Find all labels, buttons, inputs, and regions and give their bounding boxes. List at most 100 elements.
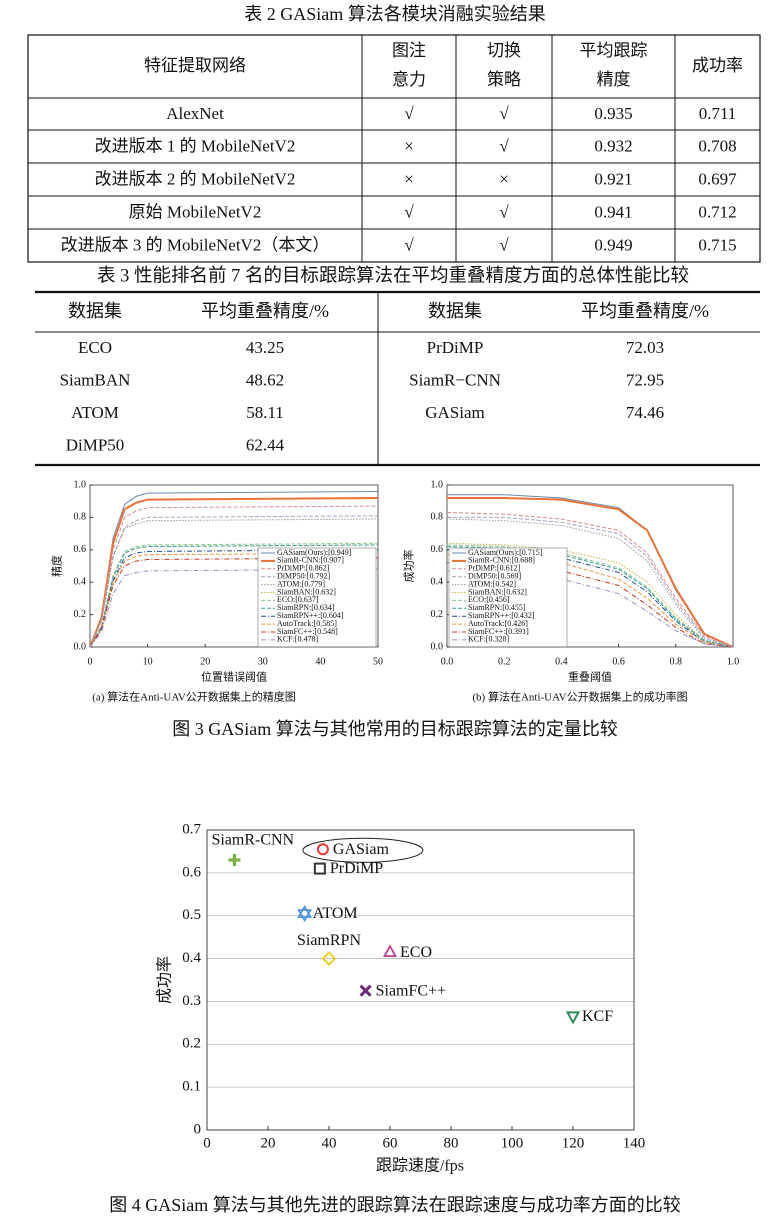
data-line: [446, 542, 734, 648]
plot-frame: [446, 484, 734, 648]
x-tick-label: 100: [501, 1135, 524, 1151]
x-tick-label: 20: [261, 1135, 276, 1151]
point-label: ECO: [400, 944, 432, 961]
marker-shape: [316, 843, 329, 856]
x-tick-label: 0: [203, 1135, 211, 1151]
figure-caption: (a) 算法在Anti-UAV公开数据集上的精度图: [92, 690, 296, 704]
table-cell: 58.11: [246, 403, 284, 422]
legend-label: SiamBAN:[0.632]: [468, 587, 527, 596]
table-header: 平均重叠精度/%: [581, 301, 709, 321]
marker-shape: [565, 1011, 581, 1025]
y-tick-label: 0.5: [182, 907, 201, 923]
point-label: SiamR-CNN: [211, 832, 294, 849]
legend-label: SiamR-CNN:[0.907]: [277, 556, 344, 565]
marker-shape: [382, 944, 398, 958]
table-title: 表 2 GASiam 算法各模块消融实验结果: [244, 4, 546, 24]
legend-label: SiamR-CNN:[0.688]: [468, 556, 535, 565]
legend-label: SiamRPN:[0.634]: [277, 603, 335, 612]
y-tick-label: 0.7: [182, 821, 201, 837]
table-header: 特征提取网络: [144, 56, 246, 75]
data-line: [446, 562, 734, 648]
y-tick-label: 0.0: [74, 641, 87, 652]
y-tick-label: 0.4: [182, 950, 201, 966]
table-header: 策略: [487, 70, 521, 89]
y-tick-label: 1.0: [74, 479, 87, 490]
table-cell: 改进版本 1 的 MobileNetV2: [95, 136, 296, 155]
legend-label: SiamFC++:[0.548]: [277, 627, 338, 636]
x-tick-label: 0.0: [441, 656, 454, 667]
marker-shape: [313, 862, 326, 875]
marker-shape: [359, 984, 372, 997]
data-line: [89, 515, 379, 648]
table-cell: 改进版本 2 的 MobileNetV2: [95, 169, 296, 188]
y-tick-label: 0.8: [74, 512, 87, 523]
legend-label: SiamRPN++:[0.432]: [468, 611, 535, 620]
legend-label: DiMP50:[0.569]: [468, 572, 521, 581]
legend-label: ATOM:[0.779]: [277, 579, 325, 588]
table-cell: 62.44: [246, 435, 285, 454]
marker-shape: [297, 904, 312, 923]
data-line: [89, 568, 379, 648]
point-label: PrDiMP: [330, 860, 383, 877]
table-cell: 0.935: [594, 104, 632, 123]
table-cell: 48.62: [246, 370, 284, 389]
y-tick-label: 0.6: [74, 544, 87, 555]
x-tick-label: 20: [200, 656, 210, 667]
x-tick-label: 80: [444, 1135, 459, 1151]
legend-label: KCF:[0.478]: [277, 635, 318, 644]
data-line: [89, 505, 379, 648]
table-cell: PrDiMP: [427, 338, 484, 357]
table-cell: 0.715: [698, 235, 736, 254]
highlight-ellipse: [302, 837, 424, 863]
data-point: [565, 1011, 581, 1025]
y-tick-label: 0.0: [431, 641, 444, 652]
data-point: [321, 951, 337, 966]
data-line: [447, 496, 734, 648]
table-header: 意力: [392, 70, 426, 89]
table-cell: √: [499, 136, 509, 155]
x-tick-label: 10: [143, 656, 153, 667]
table-cell: 0.932: [594, 136, 632, 155]
table-cell: ×: [404, 136, 414, 155]
table-title: 表 3 性能排名前 7 名的目标跟踪算法在平均重叠精度方面的总体性能比较: [97, 265, 689, 286]
x-tick-label: 0.4: [555, 656, 568, 667]
table-cell: √: [499, 235, 509, 254]
table-header: 成功率: [692, 56, 743, 75]
legend-label: AutoTrack:[0.426]: [468, 619, 528, 628]
table-cell: ×: [404, 169, 414, 188]
data-line: [446, 549, 734, 648]
x-tick-label: 30: [258, 656, 268, 667]
table-cell: √: [499, 104, 509, 123]
x-tick-label: 50: [373, 656, 383, 667]
point-label: GASiam: [333, 841, 390, 858]
table-cell: 74.46: [626, 403, 664, 422]
table-cell: 0.941: [594, 202, 632, 221]
table-cell: 72.95: [626, 370, 664, 389]
x-tick-label: 1.0: [727, 656, 740, 667]
x-tick-label: 120: [562, 1135, 585, 1151]
x-axis-label: 位置错误阈值: [201, 670, 267, 684]
table-cell: 0.921: [594, 169, 632, 188]
y-tick-label: 0.2: [182, 1036, 201, 1052]
legend-label: GASiam(Ours):[0.715]: [468, 548, 543, 557]
y-axis-label: 成功率: [156, 956, 174, 1004]
marker-shape: [228, 854, 241, 866]
x-tick-label: 60: [383, 1135, 398, 1151]
point-label: ATOM: [313, 905, 358, 922]
legend-label: DiMP50:[0.792]: [277, 572, 330, 581]
legend-label: SiamFC++:[0.391]: [468, 627, 529, 636]
y-tick-label: 0.8: [431, 512, 444, 523]
y-tick-label: 0.4: [74, 576, 87, 587]
plot-frame: [206, 829, 635, 1131]
y-tick-label: 0.3: [182, 993, 201, 1009]
table-cell: SiamBAN: [60, 370, 131, 389]
legend-box: [257, 547, 377, 648]
legend-label: ATOM:[0.542]: [468, 579, 516, 588]
data-point: [313, 862, 326, 875]
data-line: [89, 557, 379, 648]
plot-frame: [89, 484, 379, 648]
x-axis-label: 跟踪速度/fps: [376, 1157, 464, 1175]
point-label: SiamRPN: [297, 932, 361, 949]
figure-title: 图 3 GASiam 算法与其他常用的目标跟踪算法的定量比较: [172, 719, 618, 739]
legend-label: KCF:[0.328]: [468, 635, 509, 644]
